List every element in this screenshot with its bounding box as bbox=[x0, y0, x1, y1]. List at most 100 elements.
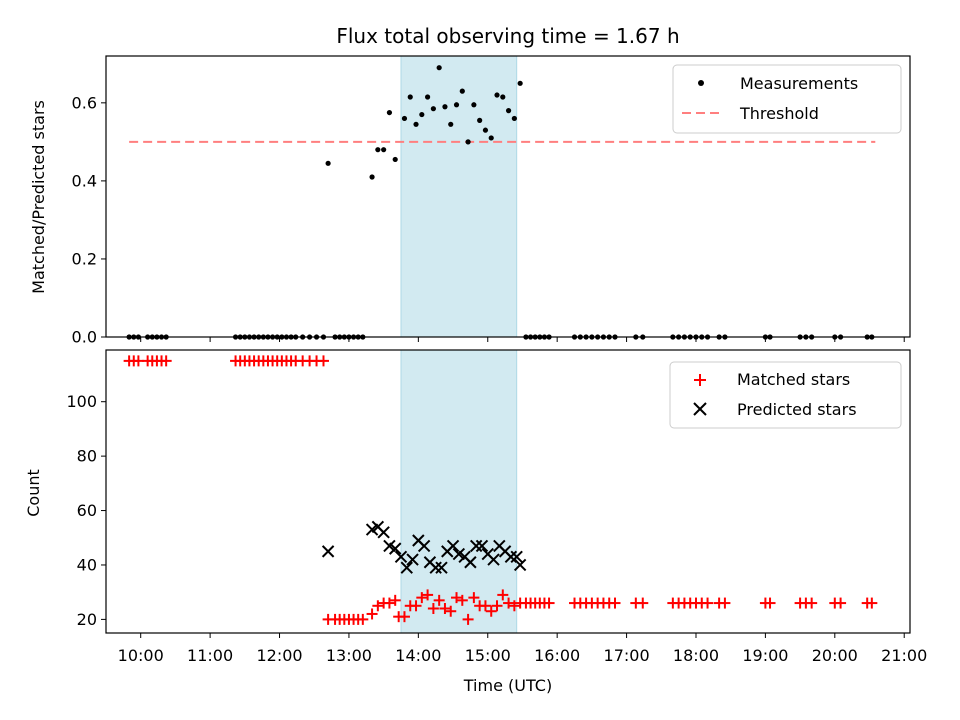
threshold-legend-label: Threshold bbox=[739, 104, 819, 123]
count-x-axis: 10:00 11:00 12:00 13:00 14:00 15:00 16:00 17:00… bbox=[118, 633, 927, 665]
x-tick-label: 17:00 bbox=[604, 646, 650, 665]
x-tick-label: 14:00 bbox=[395, 646, 441, 665]
predicted-star-point bbox=[464, 556, 477, 569]
measurement-point bbox=[471, 102, 477, 108]
x-tick-label: 13:00 bbox=[326, 646, 372, 665]
x-tick-label: 18:00 bbox=[673, 646, 719, 665]
matched-star-point bbox=[835, 597, 847, 609]
matched-star-point bbox=[427, 603, 439, 615]
x-axis-label: Time (UTC) bbox=[463, 676, 552, 695]
matched-star-point bbox=[317, 355, 329, 367]
matched-star-point bbox=[503, 597, 515, 609]
measurement-point bbox=[436, 65, 442, 71]
ratio-plot-frame bbox=[105, 55, 911, 338]
ratio-legend-box bbox=[672, 64, 902, 134]
matched-star-point bbox=[445, 605, 457, 617]
count-legend: Matched stars Predicted stars bbox=[669, 361, 902, 429]
measurement-point bbox=[511, 115, 517, 122]
measurement-point bbox=[407, 94, 413, 100]
matched-star-point bbox=[508, 600, 520, 612]
predicted-stars-legend-marker bbox=[693, 402, 707, 416]
x-tick-label: 11:00 bbox=[187, 646, 233, 665]
matched-star-point bbox=[416, 592, 428, 604]
measurement-point bbox=[500, 94, 506, 100]
x-tick-label: 10:00 bbox=[118, 646, 164, 665]
measurements-legend-marker bbox=[698, 80, 704, 86]
count-plot-frame bbox=[105, 349, 911, 634]
y-tick-label: 80 bbox=[77, 447, 97, 466]
observing-window-span bbox=[400, 349, 518, 634]
count-y-axis: 20 40 60 80 100 bbox=[66, 392, 106, 629]
measurement-point bbox=[381, 147, 387, 153]
ratio-legend: Measurements Threshold bbox=[672, 64, 902, 134]
measurement-point bbox=[325, 160, 331, 166]
y-tick-label: 100 bbox=[66, 392, 97, 411]
measurement-point bbox=[401, 115, 408, 122]
matched-star-point bbox=[398, 611, 410, 623]
chart-title: Flux total observing time = 1.67 h bbox=[336, 24, 679, 48]
measurement-point bbox=[517, 80, 523, 86]
matched-star-point bbox=[383, 597, 395, 609]
count-observing-window-span bbox=[400, 349, 518, 634]
count-y-axis-label: Count bbox=[24, 469, 43, 517]
predicted-star-point bbox=[389, 542, 402, 555]
measurement-point bbox=[494, 92, 500, 98]
matched-star-point bbox=[439, 603, 451, 615]
x-tick-label: 16:00 bbox=[534, 646, 580, 665]
predicted-star-point bbox=[513, 558, 527, 572]
predicted-star-point bbox=[435, 561, 448, 574]
x-tick-label: 20:00 bbox=[812, 646, 858, 665]
ratio-x-ticks bbox=[140, 337, 905, 342]
predicted-star-point bbox=[510, 550, 523, 564]
measurement-point bbox=[459, 88, 465, 94]
measurement-point bbox=[448, 121, 454, 127]
matched-star-point bbox=[462, 613, 474, 625]
measurement-point bbox=[477, 117, 483, 123]
measurements-legend-label: Measurements bbox=[740, 74, 858, 93]
x-tick-label: 19:00 bbox=[742, 646, 788, 665]
predicted-star-point bbox=[469, 539, 483, 553]
matched-star-point bbox=[479, 600, 491, 612]
matched-stars-points bbox=[123, 355, 878, 625]
matched-star-point bbox=[468, 592, 480, 604]
y-tick-label: 40 bbox=[77, 555, 97, 574]
matched-star-point bbox=[456, 594, 468, 606]
matched-star-point bbox=[543, 597, 555, 609]
y-tick-label: 0.4 bbox=[72, 171, 97, 190]
matched-star-point bbox=[422, 589, 434, 601]
measurement-point bbox=[413, 121, 419, 127]
matched-star-point bbox=[451, 592, 463, 604]
ratio-panel: 0.0 0.2 0.4 0.6 Matched/Predicted stars Mea… bbox=[29, 55, 911, 347]
matched-star-point bbox=[410, 600, 422, 612]
predicted-star-point bbox=[487, 553, 500, 566]
matched-stars-legend-label: Matched stars bbox=[737, 370, 850, 389]
measurement-point bbox=[505, 108, 512, 114]
measurement-point bbox=[425, 94, 431, 100]
measurement-point bbox=[430, 106, 436, 112]
predicted-stars-legend-label: Predicted stars bbox=[737, 400, 857, 419]
x-tick-label: 21:00 bbox=[881, 646, 927, 665]
matched-star-point bbox=[637, 597, 649, 609]
count-legend-box bbox=[669, 361, 902, 429]
predicted-star-point bbox=[400, 561, 413, 574]
x-tick-label: 12:00 bbox=[256, 646, 302, 665]
observing-window-span bbox=[400, 55, 518, 338]
matched-star-point bbox=[764, 597, 776, 609]
predicted-star-point bbox=[377, 526, 390, 539]
predicted-star-point bbox=[417, 539, 431, 553]
count-panel: 20 40 60 80 100 10:00 11:00 12:00 13:00 14:00 15:… bbox=[24, 349, 927, 695]
matched-star-point bbox=[372, 600, 384, 612]
y-tick-label: 0.0 bbox=[72, 328, 97, 347]
measurement-point bbox=[375, 147, 381, 153]
matched-star-point bbox=[160, 355, 172, 367]
predicted-star-point bbox=[446, 539, 460, 553]
matched-star-point bbox=[132, 355, 144, 367]
matched-star-point bbox=[702, 597, 714, 609]
predicted-star-point bbox=[475, 539, 489, 553]
matched-star-point bbox=[866, 597, 878, 609]
measurement-point bbox=[482, 127, 489, 133]
measurement-point bbox=[465, 139, 471, 145]
ratio-y-axis: 0.0 0.2 0.4 0.6 bbox=[72, 93, 106, 347]
predicted-star-point bbox=[394, 550, 408, 564]
